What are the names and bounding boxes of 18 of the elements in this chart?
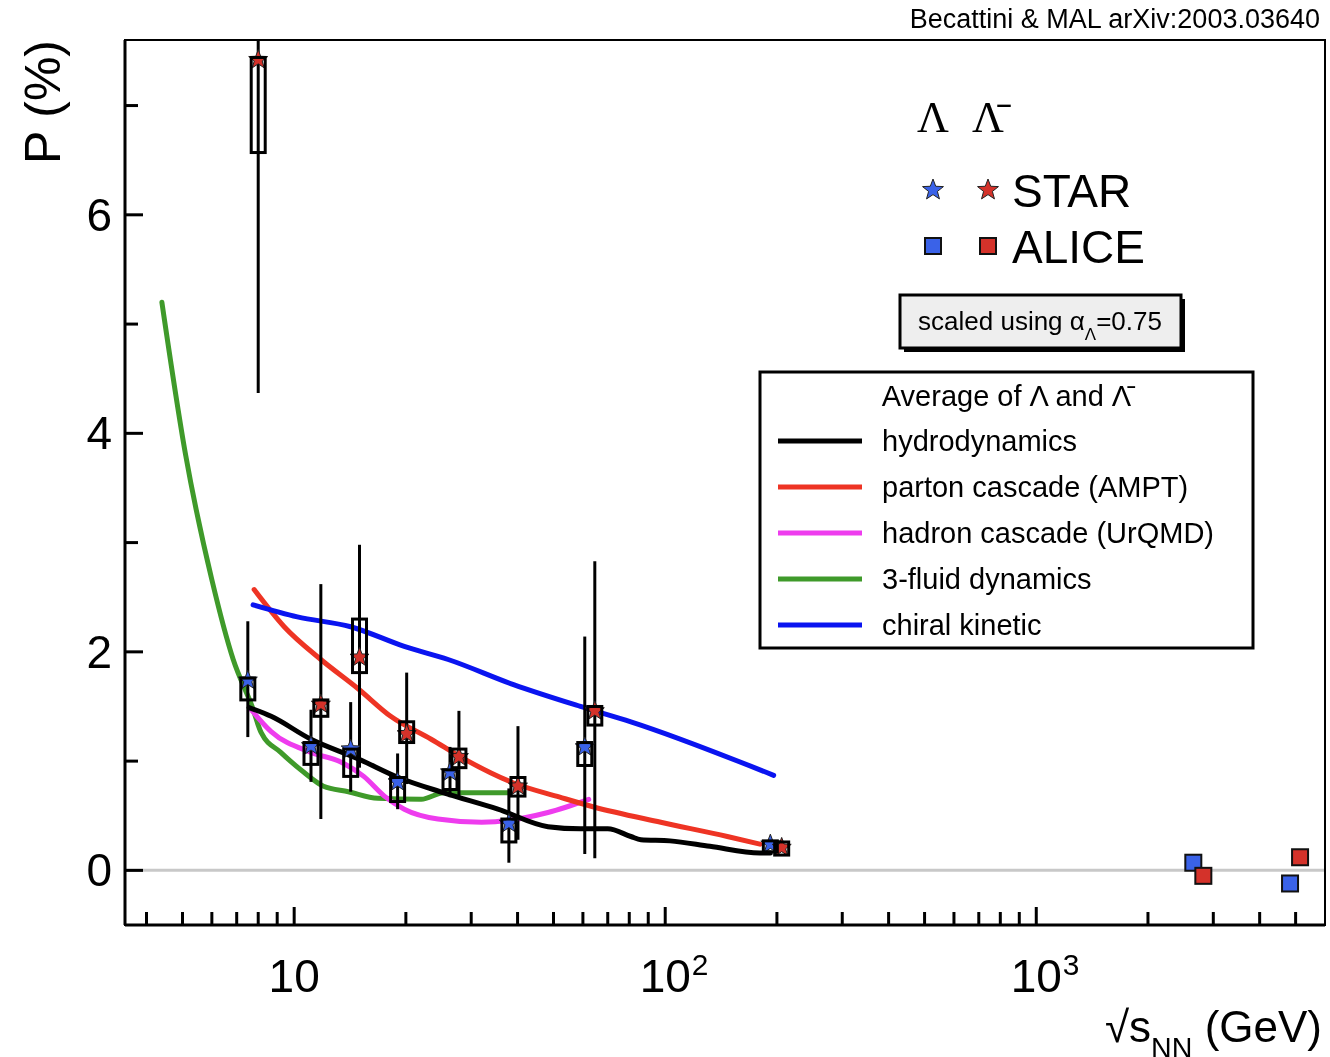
annotation: scaled using α$_{Λ}$=0.75	[918, 306, 1162, 344]
legend-label: hadron cascade (UrQMD)	[882, 517, 1214, 549]
y-tick-label: 2	[86, 625, 112, 678]
annotation: Λ̄	[972, 93, 1011, 142]
y-axis-title: P (%)	[15, 40, 71, 165]
legend-label: parton cascade (AMPT)	[882, 471, 1189, 503]
legend-label: ALICE	[1012, 221, 1145, 273]
legend-label: 3-fluid dynamics	[882, 563, 1092, 595]
y-tick-label: 0	[86, 844, 112, 897]
y-tick-label: 4	[86, 407, 112, 460]
text: Becattini & MAL arXiv:2003.03640	[909, 4, 1320, 34]
legend-label: chiral kinetic	[882, 609, 1042, 641]
x-tick-label: 10	[268, 950, 320, 1002]
y-tick-label: 6	[86, 188, 112, 241]
legend-label: STAR	[1012, 165, 1132, 217]
legend-label: hydrodynamics	[882, 425, 1078, 457]
annotation: Λ	[917, 93, 950, 142]
legend-title: Average of Λ and Λ̄	[881, 380, 1136, 412]
